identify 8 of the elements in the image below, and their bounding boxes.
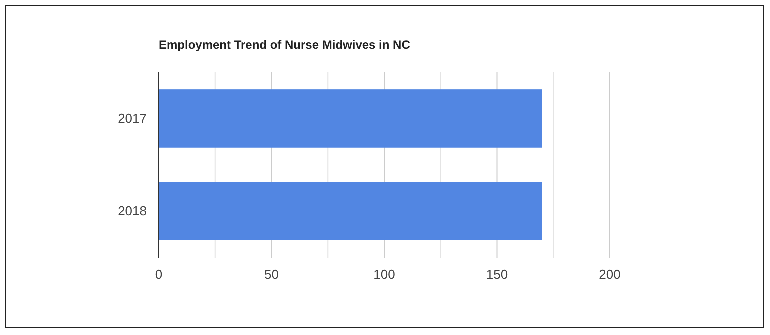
y-tick-label: 2018 (118, 203, 147, 218)
x-tick-label: 200 (599, 267, 621, 282)
x-tick-label: 150 (486, 267, 508, 282)
chart-title: Employment Trend of Nurse Midwives in NC (159, 38, 411, 52)
x-tick-label: 0 (155, 267, 163, 282)
x-tick-label: 50 (264, 267, 279, 282)
x-tick-label: 100 (374, 267, 396, 282)
y-tick-label: 2017 (118, 110, 147, 126)
